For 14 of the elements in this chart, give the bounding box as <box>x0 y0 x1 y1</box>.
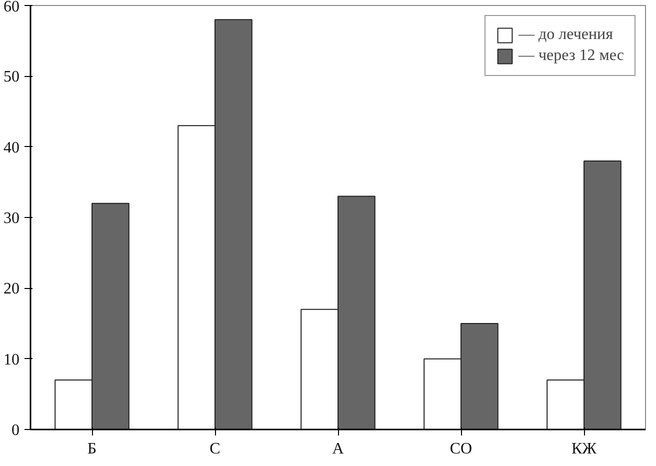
y-tick-label: 0 <box>12 422 20 439</box>
legend-label: — через 12 мес <box>518 47 624 65</box>
x-tick-label: КЖ <box>571 440 598 458</box>
x-tick-label: А <box>332 440 344 458</box>
x-tick-label: Б <box>87 440 97 458</box>
legend-label: — до лечения <box>518 26 613 44</box>
y-tick-label: 40 <box>4 139 20 156</box>
y-tick-label: 60 <box>4 0 20 16</box>
x-tick-label: С <box>210 440 220 458</box>
y-tick-label: 30 <box>4 210 20 227</box>
y-tick-label: 50 <box>4 68 20 86</box>
x-tick-label: СО <box>450 440 472 458</box>
y-tick-label: 10 <box>4 351 20 368</box>
y-tick-label: 20 <box>4 280 20 298</box>
